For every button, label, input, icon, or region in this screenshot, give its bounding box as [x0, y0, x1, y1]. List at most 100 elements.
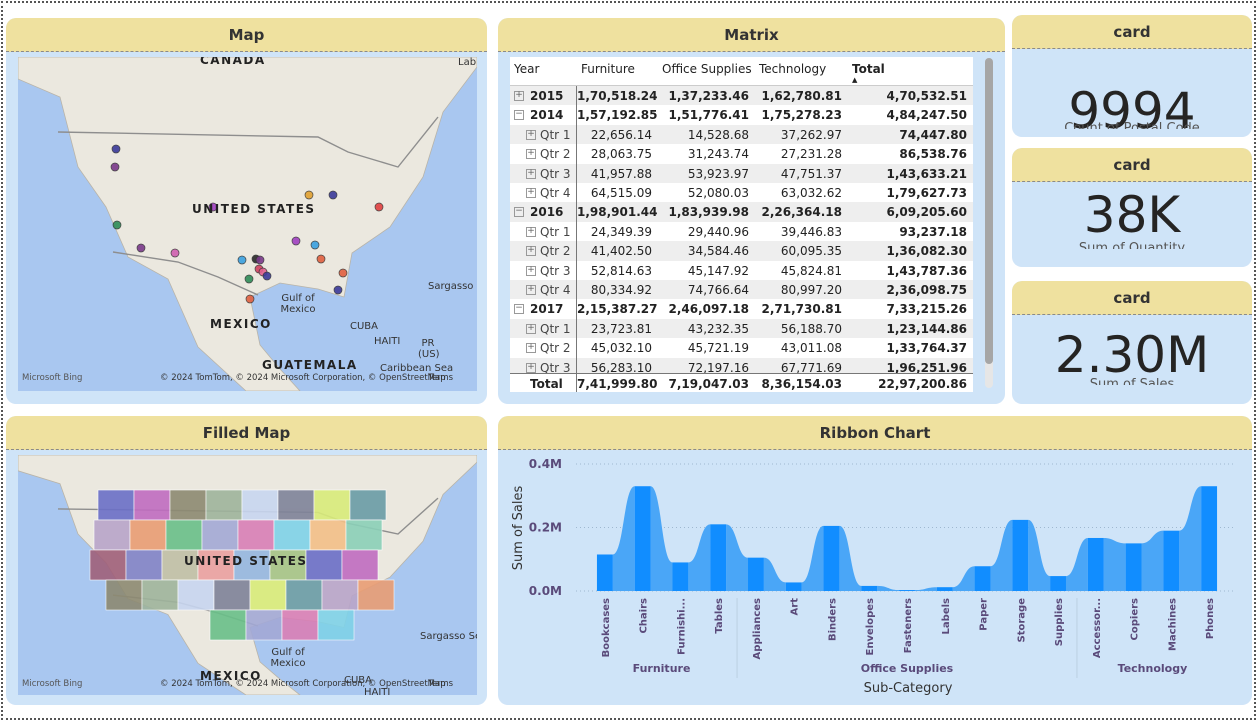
matrix-value: 93,237.18	[899, 224, 967, 239]
expand-toggle[interactable]: −	[514, 303, 524, 315]
matrix-value: 80,997.20	[780, 283, 842, 297]
matrix-value: 41,402.50	[590, 244, 652, 259]
expand-toggle[interactable]: +	[526, 187, 536, 198]
map-label: CUBA	[350, 321, 379, 332]
expand-toggle[interactable]: +	[526, 245, 536, 257]
matrix-value: 2,71,730.81	[761, 302, 842, 317]
matrix-value: 63,032.62	[780, 186, 842, 200]
bar	[823, 525, 840, 591]
column-header[interactable]: Furniture	[581, 62, 635, 76]
state	[317, 609, 355, 641]
column-header[interactable]: Office Supplies	[662, 62, 752, 76]
row-header: 2017	[530, 302, 564, 317]
matrix-value: 1,36,082.30	[886, 244, 967, 259]
expand-toggle[interactable]: +	[526, 264, 536, 276]
expand-toggle[interactable]: +	[526, 225, 536, 237]
state	[357, 579, 395, 611]
location-dot	[255, 255, 265, 265]
card: card 38K Sum of Quantity	[1012, 148, 1252, 267]
matrix-row: + Qtr 1 23,723.81 43,232.35 56,188.70 1,23,14…	[510, 318, 973, 339]
matrix-value: 2,26,364.18	[761, 205, 842, 220]
expand-toggle[interactable]: +	[526, 148, 536, 160]
map-label: Gulf of Mexico	[270, 647, 306, 669]
location-dot	[208, 202, 218, 212]
scrollbar-thumb[interactable]	[985, 58, 993, 364]
ribbon	[990, 519, 1013, 591]
matrix-value: 6,09,205.60	[886, 205, 967, 220]
matrix-value: 34,584.46	[687, 244, 749, 259]
map-terms[interactable]: Terms	[428, 679, 454, 689]
matrix-value: 2,46,097.18	[668, 302, 749, 317]
expand-toggle[interactable]: +	[526, 167, 536, 179]
expand-toggle[interactable]: +	[526, 361, 536, 373]
map-logo: Microsoft Bing	[22, 679, 83, 689]
bar	[1201, 486, 1218, 591]
map-panel: Map CANADA UNITED STATES MEXICO Gulf of Mex…	[6, 18, 487, 404]
state	[341, 549, 379, 581]
bar	[1012, 519, 1029, 591]
ribbon	[801, 525, 824, 591]
map-terms[interactable]: Terms	[428, 373, 454, 383]
state	[237, 519, 275, 551]
location-dot	[333, 285, 343, 295]
row-header: Qtr 2	[540, 341, 571, 356]
x-tick-label: Accessor...	[1092, 598, 1103, 658]
location-dot	[310, 240, 320, 250]
state	[161, 549, 199, 581]
bar	[899, 590, 915, 591]
expand-toggle[interactable]: −	[514, 206, 524, 218]
bar	[748, 557, 764, 591]
matrix-value: 1,79,627.73	[886, 186, 967, 200]
map-logo: Microsoft Bing	[22, 373, 83, 383]
expand-toggle[interactable]: +	[526, 284, 536, 295]
matrix-value: 56,188.70	[780, 321, 842, 336]
location-dot	[328, 190, 338, 200]
matrix-value: 86,538.76	[899, 147, 967, 162]
state	[197, 549, 235, 581]
expand-toggle[interactable]: +	[526, 342, 536, 354]
matrix-value: 53,923.97	[687, 166, 749, 181]
row-header: Qtr 2	[540, 147, 571, 162]
expand-toggle[interactable]: +	[514, 90, 524, 101]
matrix-value: 22,656.14	[590, 127, 652, 142]
map-canvas: UNITED STATES Gulf of Mexico Sargasso Se ME…	[18, 455, 477, 695]
state	[349, 489, 387, 521]
row-header: Qtr 1	[540, 127, 571, 142]
panel-title: Filled Map	[6, 416, 487, 450]
ribbon	[1103, 537, 1126, 591]
row-header: 2015	[530, 89, 564, 103]
matrix-value: 1,37,233.46	[668, 89, 749, 103]
card-title: card	[1012, 148, 1252, 182]
matrix-value: 45,147.92	[687, 263, 749, 278]
expand-toggle[interactable]: −	[514, 109, 524, 121]
map-label: UNITED STATES	[192, 202, 316, 216]
panel-title: Map	[6, 18, 487, 52]
expand-toggle[interactable]: +	[526, 322, 536, 334]
column-header[interactable]: Technology	[759, 62, 827, 76]
matrix-value: 1,43,633.21	[886, 166, 967, 181]
ribbon	[914, 587, 937, 591]
location-dot	[136, 243, 146, 253]
map-label: CANADA	[200, 57, 266, 67]
state	[321, 579, 359, 611]
column-header[interactable]: Total	[852, 62, 885, 76]
state	[313, 489, 351, 521]
sort-arrow: ▲	[852, 76, 858, 84]
state	[277, 489, 315, 521]
state	[285, 579, 323, 611]
map-label: Gulf of Mexico	[280, 293, 316, 315]
matrix-row: −2014 1,57,192.85 1,51,776.41 1,75,278.23 4,…	[510, 105, 973, 125]
ribbon	[650, 486, 673, 591]
expand-toggle[interactable]: +	[526, 128, 536, 140]
border	[112, 251, 259, 296]
ribbon	[1141, 530, 1164, 591]
map-label: MEXICO	[200, 669, 262, 683]
state	[165, 519, 203, 551]
row-header: Qtr 3	[540, 263, 571, 278]
matrix-body: +2015 1,70,518.24 1,37,233.46 1,62,780.81 4,…	[510, 86, 973, 373]
state	[345, 519, 383, 551]
matrix-value: 45,721.19	[687, 341, 749, 356]
state	[309, 519, 347, 551]
bar	[1163, 530, 1180, 591]
column-header[interactable]: Year	[514, 62, 540, 76]
